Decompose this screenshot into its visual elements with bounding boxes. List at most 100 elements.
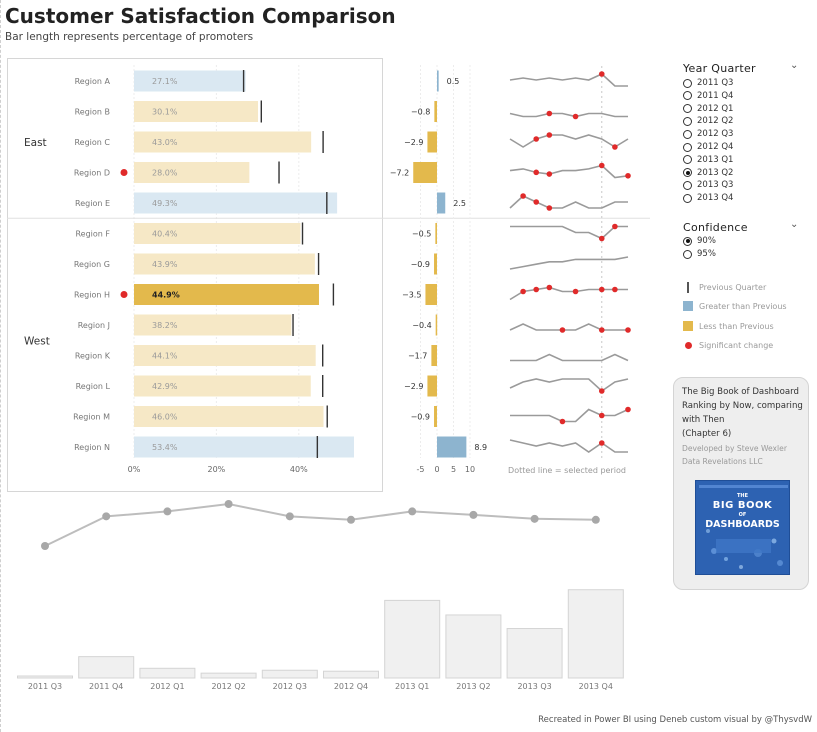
volume-bar [445, 614, 502, 679]
bar [134, 375, 311, 397]
sparkline [509, 195, 628, 209]
chevron-down-icon[interactable]: ⌄ [790, 219, 799, 230]
book-cover-image[interactable]: THE BIG BOOK OF DASHBOARDS [695, 480, 790, 575]
trend-point [163, 507, 172, 516]
bar [134, 101, 259, 122]
sparkline-significant-point [598, 71, 605, 77]
region-label: Region F [75, 230, 110, 239]
book-credit-company: Data Revelations LLC [682, 457, 763, 466]
year-quarter-option[interactable]: 2011 Q3 [683, 77, 733, 89]
sparkline [510, 353, 629, 362]
bar [134, 406, 324, 427]
change-label: −2.9 [404, 382, 423, 391]
sparkline-significant-point [546, 110, 553, 117]
change-tick-label: -5 [417, 465, 425, 474]
sparkline-significant-point [598, 388, 605, 394]
radio-icon[interactable] [683, 78, 692, 88]
radio-icon[interactable] [683, 155, 692, 165]
radio-icon[interactable] [683, 249, 692, 259]
sparkline [509, 323, 628, 331]
cover-the: THE [736, 493, 748, 499]
change-label: −0.4 [412, 321, 431, 330]
change-tick-label: 0 [434, 465, 439, 474]
sparkline-significant-point [533, 169, 540, 176]
radio-icon[interactable] [683, 104, 692, 114]
bar-value-label: 49.3% [152, 199, 178, 208]
confidence-option[interactable]: 90% [683, 235, 716, 247]
volume-bar [200, 672, 257, 679]
region-label: Region J [78, 321, 110, 330]
cover-dashboards: DASHBOARDS [705, 519, 780, 530]
region-label: Region G [74, 260, 110, 269]
bar [134, 436, 355, 458]
year-quarter-option[interactable]: 2013 Q4 [683, 192, 733, 204]
sparkline [509, 439, 628, 453]
region-label: Region L [76, 382, 111, 391]
region-label: Region E [75, 199, 110, 208]
legend-previous-quarter: Previous Quarter [683, 282, 766, 293]
volume-bar [506, 628, 563, 679]
volume-category-label: 2013 Q1 [395, 682, 429, 691]
change-bar [435, 223, 437, 244]
option-label: 2011 Q4 [697, 90, 734, 101]
region-label: Region N [74, 443, 110, 452]
bar-value-label: 28.0% [152, 169, 178, 178]
radio-icon[interactable] [683, 91, 692, 101]
sparkline-significant-point [520, 193, 526, 199]
confidence-option[interactable]: 95% [683, 248, 716, 260]
year-quarter-option[interactable]: 2011 Q4 [683, 90, 733, 102]
bar [134, 162, 250, 183]
year-quarter-option[interactable]: 2012 Q2 [683, 115, 733, 127]
bar [134, 253, 315, 275]
year-quarter-option[interactable]: 2012 Q3 [683, 128, 733, 140]
region-label: Region B [75, 108, 110, 117]
book-cover-pattern [696, 481, 789, 574]
change-bar [427, 375, 437, 397]
sparkline-significant-point [546, 132, 553, 138]
book-line-3: with Then [682, 415, 725, 425]
sparkline-significant-point [533, 286, 540, 293]
change-bar [434, 406, 437, 427]
year-quarter-option[interactable]: 2013 Q2 [683, 167, 733, 179]
significant-dot-icon [683, 340, 693, 350]
chevron-down-icon[interactable]: ⌄ [790, 60, 799, 71]
option-label: 90% [697, 236, 716, 246]
bar-value-label: 46.0% [152, 413, 178, 422]
radio-icon[interactable] [683, 142, 692, 152]
year-quarter-option[interactable]: 2013 Q3 [683, 179, 733, 191]
change-label: −7.2 [390, 169, 409, 178]
confidence-slicer-title: Confidence [683, 221, 748, 234]
sparkline-significant-point [520, 288, 526, 295]
sparkline-significant-point [612, 286, 618, 293]
region-label: Region D [74, 169, 110, 178]
volume-bar [78, 656, 135, 679]
sparkline-significant-point [598, 412, 605, 419]
radio-icon[interactable] [683, 116, 692, 126]
radio-icon[interactable] [683, 129, 692, 139]
sparkline-significant-point [559, 418, 566, 425]
volume-category-label: 2012 Q4 [334, 682, 368, 691]
radio-icon[interactable] [683, 236, 692, 246]
volume-category-label: 2011 Q4 [89, 682, 123, 691]
change-label: −0.8 [411, 108, 430, 117]
x-tick-label: 0% [128, 465, 141, 474]
radio-icon[interactable] [683, 193, 692, 203]
book-info-card[interactable]: The Big Book of Dashboard Ranking by Now… [673, 377, 809, 590]
sparkline [509, 73, 628, 87]
year-quarter-option[interactable]: 2012 Q1 [683, 103, 733, 115]
change-label: 2.5 [453, 199, 466, 208]
volume-category-label: 2013 Q4 [579, 682, 613, 691]
region-label: Region K [75, 352, 111, 361]
radio-icon[interactable] [683, 180, 692, 190]
book-line-2: Ranking by Now, comparing [682, 401, 803, 411]
radio-icon[interactable] [683, 168, 692, 178]
volume-category-label: 2012 Q1 [150, 682, 184, 691]
volume-category-label: 2013 Q3 [517, 682, 551, 691]
sparkline-significant-point [598, 286, 605, 293]
main-chart-panel [7, 58, 383, 492]
year-quarter-option[interactable]: 2012 Q4 [683, 141, 733, 153]
change-label: −1.7 [408, 352, 427, 361]
year-quarter-option[interactable]: 2013 Q1 [683, 154, 733, 166]
change-label: −2.9 [404, 138, 423, 147]
sparkline-significant-point [533, 136, 540, 142]
